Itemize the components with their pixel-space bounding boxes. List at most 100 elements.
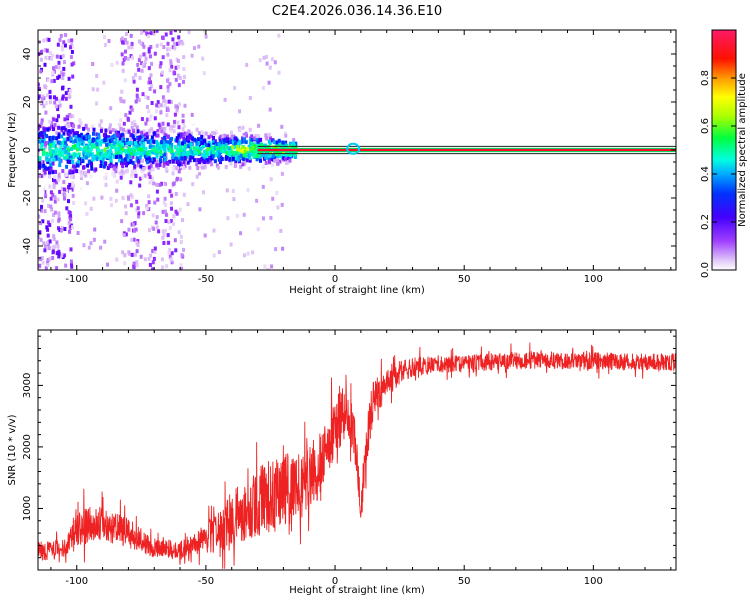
- heatmap-cell: [157, 104, 160, 109]
- heatmap-cell: [180, 152, 184, 157]
- heatmap-cell: [40, 118, 44, 123]
- heatmap-cell: [124, 113, 128, 118]
- heatmap-cell: [69, 114, 73, 119]
- heatmap-cell: [113, 144, 116, 149]
- heatmap-cell: [143, 173, 147, 178]
- heatmap-cell: [256, 140, 260, 145]
- heatmap-cell: [76, 141, 80, 146]
- heatmap-cell: [197, 168, 201, 173]
- heatmap-cell: [181, 218, 184, 223]
- heatmap-cell: [153, 246, 157, 251]
- heatmap-cell: [134, 99, 138, 104]
- heatmap-cell: [39, 57, 43, 62]
- heatmap-cell: [132, 119, 136, 124]
- heatmap-cell: [84, 115, 88, 120]
- heatmap-cell: [57, 254, 61, 259]
- heatmap-cell: [271, 153, 275, 158]
- heatmap-cell: [226, 216, 230, 221]
- heatmap-cell: [191, 182, 195, 187]
- heatmap-cell: [65, 164, 69, 169]
- heatmap-cell: [139, 254, 143, 259]
- heatmap-cell: [208, 156, 212, 161]
- heatmap-cell: [94, 154, 98, 159]
- heatmap-cell: [211, 138, 215, 143]
- heatmap-cell: [44, 48, 48, 52]
- heatmap-cell: [114, 198, 118, 203]
- spectrogram-x-axis-label: Height of straight line (km): [289, 285, 425, 296]
- heatmap-cell: [157, 122, 161, 127]
- heatmap-cell: [48, 174, 51, 179]
- heatmap-cell: [225, 151, 229, 156]
- heatmap-cell: [159, 110, 163, 115]
- heatmap-cell: [292, 138, 296, 142]
- heatmap-cell: [229, 137, 233, 142]
- heatmap-cell: [151, 160, 155, 165]
- heatmap-cell: [152, 181, 156, 186]
- heatmap-cell: [159, 150, 162, 154]
- heatmap-cell: [238, 139, 242, 144]
- heatmap-cell: [250, 145, 254, 150]
- heatmap-cell: [89, 206, 93, 211]
- heatmap-cell: [38, 263, 42, 268]
- heatmap-cell: [265, 145, 269, 150]
- y-tick-label: -40: [22, 238, 33, 254]
- heatmap-cell: [140, 151, 144, 156]
- heatmap-cell: [160, 181, 164, 186]
- heatmap-cell: [172, 166, 176, 171]
- heatmap-cell: [70, 261, 73, 266]
- heatmap-cell: [155, 151, 159, 156]
- heatmap-cell: [173, 30, 177, 33]
- heatmap-cell: [186, 136, 190, 141]
- heatmap-cell: [132, 265, 136, 270]
- heatmap-cell: [82, 148, 86, 153]
- heatmap-cell: [89, 241, 93, 246]
- heatmap-cell: [91, 87, 95, 92]
- colorbar-axis: 0.0 0.2 0.4 0.6 0.8: [700, 29, 737, 278]
- heatmap-cell: [90, 152, 94, 157]
- heatmap-cell: [177, 35, 181, 40]
- heatmap-cell: [38, 151, 40, 156]
- heatmap-cell: [207, 149, 211, 154]
- heatmap-cell: [71, 225, 75, 230]
- heatmap-cell: [257, 134, 261, 138]
- heatmap-cell: [269, 150, 272, 155]
- heatmap-cell: [130, 41, 134, 46]
- heatmap-cell: [241, 125, 245, 130]
- heatmap-cell: [239, 154, 243, 158]
- heatmap-cell: [162, 98, 166, 103]
- heatmap-cell: [72, 123, 76, 128]
- heatmap-cell: [137, 98, 141, 103]
- heatmap-cell: [202, 132, 206, 137]
- heatmap-cell: [122, 137, 126, 142]
- heatmap-cell: [197, 137, 200, 142]
- heatmap-cell: [264, 155, 268, 160]
- heatmap-cell: [129, 137, 133, 142]
- heatmap-cell: [170, 142, 174, 147]
- heatmap-cell: [167, 251, 171, 256]
- heatmap-cell: [55, 180, 59, 185]
- spectrogram-y-axis-label: Frequency (Hz): [7, 112, 18, 188]
- heatmap-cell: [215, 163, 219, 168]
- heatmap-cell: [292, 141, 295, 146]
- heatmap-cell: [177, 230, 181, 235]
- heatmap-cell: [73, 164, 77, 169]
- x-tick-label: 50: [458, 576, 471, 587]
- heatmap-cell: [48, 100, 52, 105]
- heatmap-cell: [47, 92, 51, 96]
- heatmap-cell: [198, 131, 202, 136]
- heatmap-cell: [83, 145, 87, 150]
- heatmap-cell: [52, 141, 56, 146]
- heatmap-cell: [87, 245, 91, 250]
- heatmap-cell: [95, 132, 99, 137]
- heatmap-cell: [164, 157, 168, 162]
- heatmap-cell: [134, 174, 138, 178]
- heatmap-cell: [211, 154, 215, 159]
- heatmap-cell: [42, 137, 46, 142]
- heatmap-cell: [210, 150, 213, 155]
- heatmap-cell: [106, 144, 110, 149]
- heatmap-cell: [170, 257, 174, 262]
- heatmap-cell: [98, 142, 102, 147]
- heatmap-cell: [112, 141, 116, 146]
- heatmap-cell: [195, 141, 199, 146]
- heatmap-cell: [101, 157, 105, 162]
